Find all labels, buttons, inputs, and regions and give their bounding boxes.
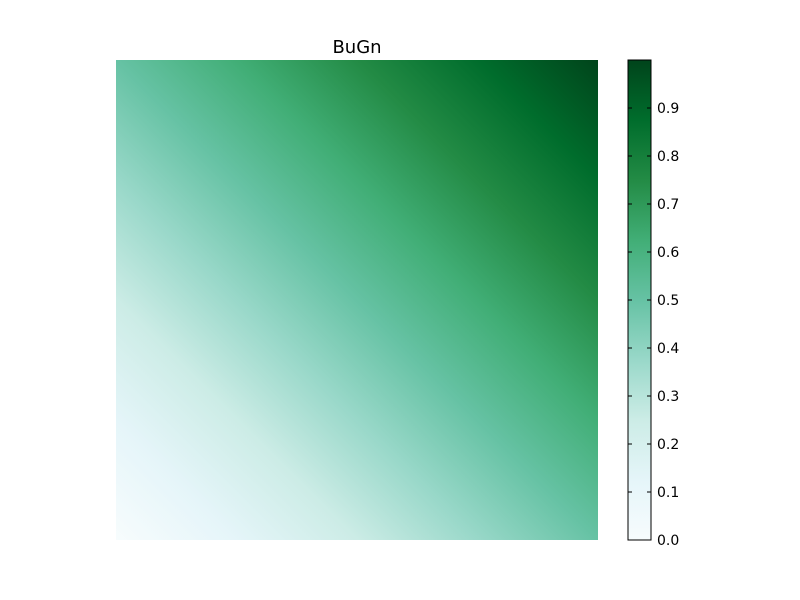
colorbar-tick-label: 0.5 (657, 293, 679, 309)
colorbar-tick-label: 0.9 (657, 101, 679, 117)
colorbar-tick-label: 0.6 (657, 245, 679, 261)
colorbar-tick-label: 0.3 (657, 389, 679, 405)
colorbar-tick-label: 0.8 (657, 149, 679, 165)
colorbar-ticks: 0.0 0.1 0.2 0.3 0.4 0.5 0.6 0.7 0.8 0.9 (628, 101, 679, 549)
colorbar-tick-label: 0.1 (657, 485, 679, 501)
chart-title: BuGn (332, 37, 381, 58)
heatmap-image (116, 60, 598, 540)
colorbar-tick-label: 0.0 (657, 533, 679, 549)
colorbar-tick-label: 0.7 (657, 197, 679, 213)
colorbar-tick-label: 0.4 (657, 341, 679, 357)
colorbar-fill (628, 60, 651, 540)
colorbar-tick-label: 0.2 (657, 437, 679, 453)
